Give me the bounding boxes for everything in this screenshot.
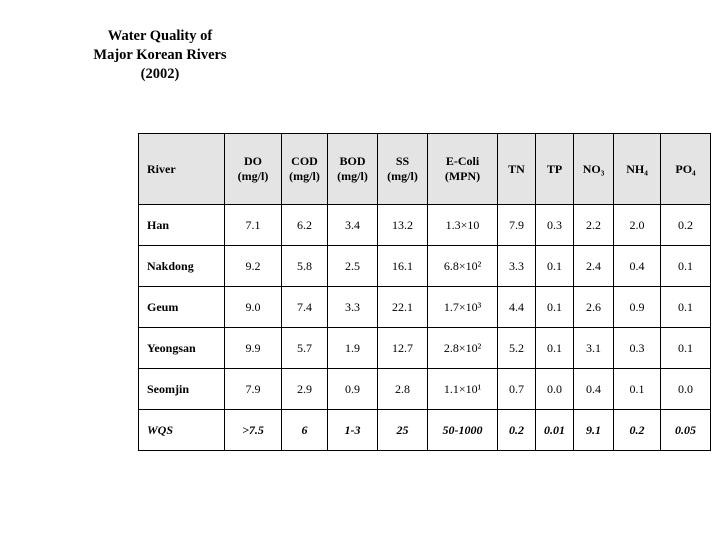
value-cell: 0.1 [535, 245, 574, 287]
river-name-cell: WQS [138, 409, 225, 451]
value-cell: 0.1 [535, 286, 574, 328]
column-header: BOD (mg/l) [327, 133, 378, 205]
value-cell: 0.0 [535, 368, 574, 410]
table-row: Nakdong 9.2 5.8 2.5 16.1 6.8×10² 3.3 0.1 2.4 0.4 0… [138, 245, 711, 287]
value-cell: 2.4 [573, 245, 614, 287]
value-cell: 0.2 [613, 409, 661, 451]
value-cell: 1.7×10³ [427, 286, 498, 328]
value-cell: 3.3 [327, 286, 378, 328]
value-cell: 0.1 [535, 327, 574, 369]
value-cell: 3.4 [327, 204, 378, 246]
column-header: PO₄ [660, 133, 711, 205]
table-row: Yeongsan 9.9 5.7 1.9 12.7 2.8×10² 5.2 0.1 3.1 0.3… [138, 327, 711, 369]
column-header: SS (mg/l) [377, 133, 428, 205]
river-name-cell: Han [138, 204, 225, 246]
value-cell: 1.1×10¹ [427, 368, 498, 410]
river-name-cell: Yeongsan [138, 327, 225, 369]
value-cell: 0.0 [660, 368, 711, 410]
value-cell: 0.1 [660, 286, 711, 328]
value-cell: 2.6 [573, 286, 614, 328]
column-header: NO₃ [573, 133, 614, 205]
value-cell: 9.2 [224, 245, 282, 287]
value-cell: 2.2 [573, 204, 614, 246]
value-cell: 0.9 [613, 286, 661, 328]
column-header: TN [497, 133, 536, 205]
value-cell: 7.9 [224, 368, 282, 410]
value-cell: 7.9 [497, 204, 536, 246]
value-cell: 7.1 [224, 204, 282, 246]
value-cell: 2.5 [327, 245, 378, 287]
table-body: Han 7.1 6.2 3.4 13.2 1.3×10 7.9 0.3 2.2 2.0 0.2 Nak… [138, 204, 711, 451]
value-cell: 3.3 [497, 245, 536, 287]
value-cell: 13.2 [377, 204, 428, 246]
value-cell: 2.9 [281, 368, 328, 410]
value-cell: 9.0 [224, 286, 282, 328]
river-name-cell: Nakdong [138, 245, 225, 287]
value-cell: 0.1 [660, 327, 711, 369]
value-cell: 50-1000 [427, 409, 498, 451]
value-cell: 3.1 [573, 327, 614, 369]
value-cell: 0.1 [660, 245, 711, 287]
value-cell: 0.3 [613, 327, 661, 369]
value-cell: 1-3 [327, 409, 378, 451]
value-cell: 0.2 [660, 204, 711, 246]
value-cell: 6.8×10² [427, 245, 498, 287]
value-cell: 0.9 [327, 368, 378, 410]
value-cell: 0.1 [613, 368, 661, 410]
value-cell: 12.7 [377, 327, 428, 369]
value-cell: 0.4 [613, 245, 661, 287]
value-cell: 0.3 [535, 204, 574, 246]
slide-title: Water Quality of Major Korean Rivers (20… [93, 28, 227, 82]
water-quality-table: River DO (mg/l) COD (mg/l) BOD (mg/l) SS (mg… [138, 133, 711, 451]
value-cell: 0.05 [660, 409, 711, 451]
value-cell: >7.5 [224, 409, 282, 451]
table-header-row: River DO (mg/l) COD (mg/l) BOD (mg/l) SS (mg… [138, 133, 711, 205]
column-header: DO (mg/l) [224, 133, 282, 205]
value-cell: 5.2 [497, 327, 536, 369]
value-cell: 2.0 [613, 204, 661, 246]
value-cell: 9.1 [573, 409, 614, 451]
value-cell: 1.3×10 [427, 204, 498, 246]
column-header: River [138, 133, 225, 205]
value-cell: 22.1 [377, 286, 428, 328]
river-name-cell: Seomjin [138, 368, 225, 410]
value-cell: 0.2 [497, 409, 536, 451]
value-cell: 0.4 [573, 368, 614, 410]
column-header: TP [535, 133, 574, 205]
value-cell: 6 [281, 409, 328, 451]
value-cell: 2.8×10² [427, 327, 498, 369]
value-cell: 5.7 [281, 327, 328, 369]
value-cell: 5.8 [281, 245, 328, 287]
column-header: NH₄ [613, 133, 661, 205]
value-cell: 0.7 [497, 368, 536, 410]
table-row: Han 7.1 6.2 3.4 13.2 1.3×10 7.9 0.3 2.2 2.0 0.2 [138, 204, 711, 246]
table-row: WQS >7.5 6 1-3 25 50-1000 0.2 0.01 9.1 0.2 0.05 [138, 409, 711, 451]
value-cell: 25 [377, 409, 428, 451]
value-cell: 1.9 [327, 327, 378, 369]
value-cell: 4.4 [497, 286, 536, 328]
value-cell: 7.4 [281, 286, 328, 328]
value-cell: 16.1 [377, 245, 428, 287]
value-cell: 0.01 [535, 409, 574, 451]
column-header: COD (mg/l) [281, 133, 328, 205]
value-cell: 2.8 [377, 368, 428, 410]
table-container: River DO (mg/l) COD (mg/l) BOD (mg/l) SS (mg… [138, 133, 711, 451]
river-name-cell: Geum [138, 286, 225, 328]
column-header: E-Coli (MPN) [427, 133, 498, 205]
value-cell: 6.2 [281, 204, 328, 246]
table-row: Geum 9.0 7.4 3.3 22.1 1.7×10³ 4.4 0.1 2.6 0.9 0.1 [138, 286, 711, 328]
table-row: Seomjin 7.9 2.9 0.9 2.8 1.1×10¹ 0.7 0.0 0.4 0.1 0.… [138, 368, 711, 410]
value-cell: 9.9 [224, 327, 282, 369]
